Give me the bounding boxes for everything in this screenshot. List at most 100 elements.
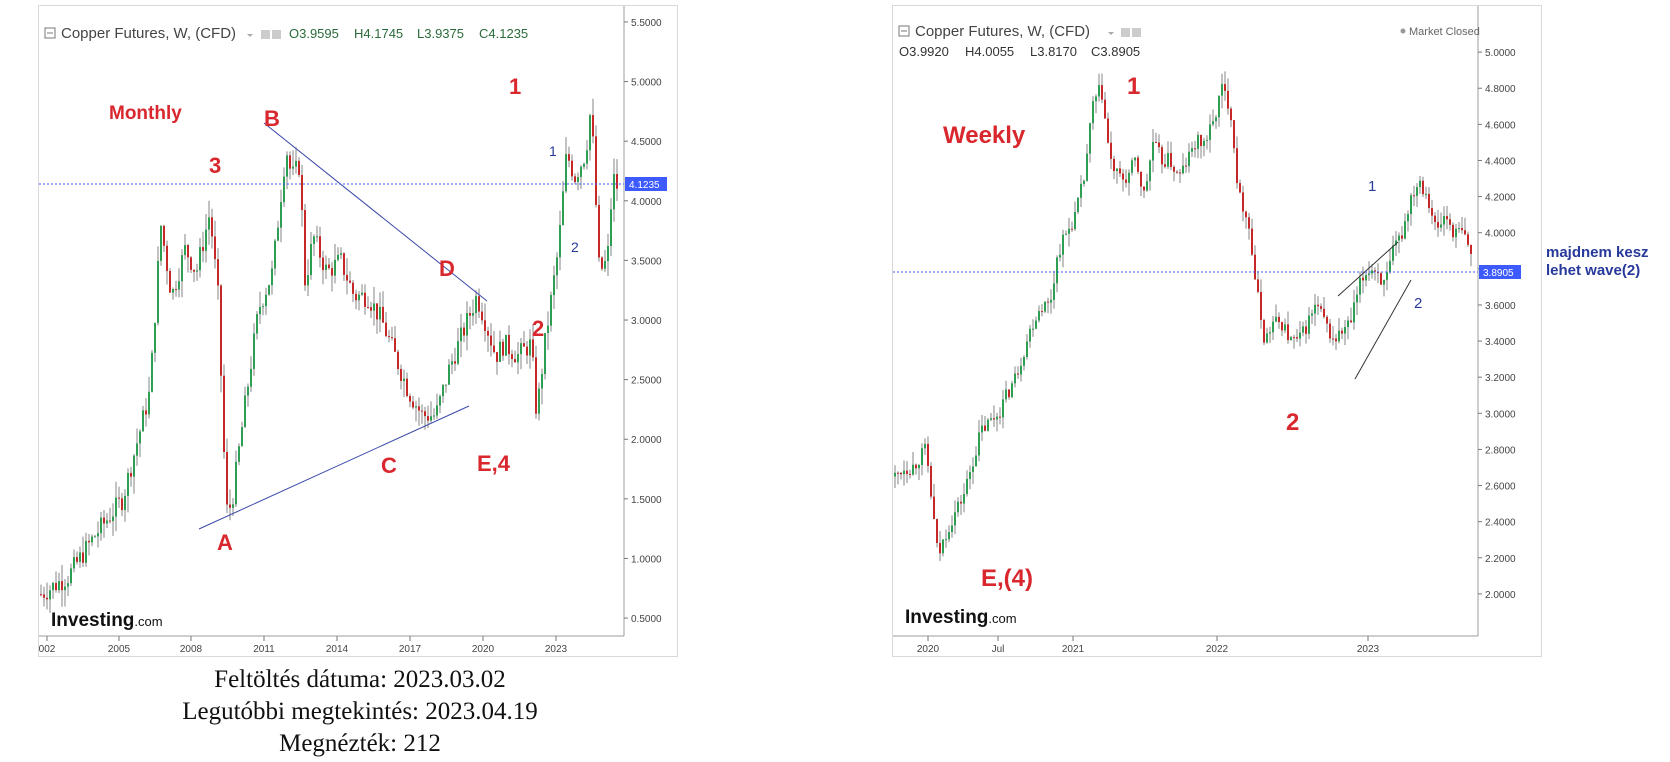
candle-body bbox=[208, 217, 210, 230]
candle-body bbox=[1245, 211, 1247, 218]
y-tick-label: 2.8000 bbox=[1485, 445, 1516, 456]
settings-icon[interactable] bbox=[261, 30, 270, 39]
x-tick-label: 2021 bbox=[1062, 644, 1085, 655]
candle-body bbox=[391, 337, 393, 339]
y-tick-label: 2.0000 bbox=[631, 435, 662, 446]
candle-body bbox=[154, 322, 156, 353]
candle-body bbox=[1113, 158, 1115, 172]
candle-body bbox=[1251, 228, 1253, 255]
x-tick-label: 2020 bbox=[472, 644, 495, 655]
candle-body bbox=[1332, 338, 1334, 340]
candle-body bbox=[1359, 277, 1361, 295]
candle-body bbox=[100, 517, 102, 534]
candle-body bbox=[613, 174, 615, 210]
investing-logo: Investing.com bbox=[905, 607, 1017, 628]
candle-body bbox=[1449, 219, 1451, 225]
candle-body bbox=[1281, 322, 1283, 331]
candle-body bbox=[1317, 304, 1319, 307]
candle-body bbox=[1200, 134, 1202, 146]
settings-icon[interactable] bbox=[1121, 28, 1130, 37]
annotation-2-blue: 2 bbox=[1414, 295, 1422, 312]
candle-body bbox=[1014, 373, 1016, 384]
candle-body bbox=[97, 533, 99, 537]
candle-body bbox=[529, 339, 531, 356]
candle-body bbox=[1092, 101, 1094, 124]
candle-body bbox=[1428, 193, 1430, 209]
candle-body bbox=[1107, 118, 1109, 143]
candle-body bbox=[1167, 153, 1169, 167]
candle-body bbox=[1065, 233, 1067, 235]
candle-body bbox=[421, 410, 423, 412]
candle-body bbox=[496, 352, 498, 362]
candle-body bbox=[1038, 311, 1040, 321]
candle-body bbox=[499, 341, 501, 362]
candle-body bbox=[1008, 389, 1010, 398]
candle-body bbox=[945, 539, 947, 541]
annotation-2-red: 2 bbox=[532, 316, 544, 341]
candle-body bbox=[199, 247, 201, 271]
candle-body bbox=[1314, 304, 1316, 314]
candle-body bbox=[382, 306, 384, 323]
candle-body bbox=[373, 303, 375, 311]
candle-body bbox=[517, 354, 519, 363]
weekly-chart-panel: 5.00004.80004.60004.40004.20004.00003.80… bbox=[892, 5, 1542, 657]
candle-body bbox=[535, 357, 537, 414]
candle-body bbox=[1335, 338, 1337, 342]
candle-body bbox=[1431, 208, 1433, 216]
candle-body bbox=[987, 419, 989, 431]
weekly-candles bbox=[894, 71, 1472, 562]
candle-body bbox=[418, 406, 420, 411]
annotation-b: B bbox=[264, 106, 280, 131]
candle-body bbox=[511, 354, 513, 360]
candle-body bbox=[1173, 166, 1175, 172]
candle-body bbox=[942, 539, 944, 554]
candle-body bbox=[82, 552, 84, 563]
candle-body bbox=[972, 466, 974, 472]
candle-body bbox=[43, 594, 45, 598]
annotation-1-red: 1 bbox=[509, 74, 521, 99]
candle-body bbox=[900, 472, 902, 475]
candle-body bbox=[292, 166, 294, 169]
candle-body bbox=[993, 418, 995, 420]
annotation-a: A bbox=[217, 530, 233, 555]
ohlc-close: C4.1235 bbox=[479, 26, 528, 41]
candle-body bbox=[148, 391, 150, 415]
candle-body bbox=[187, 245, 189, 258]
candle-body bbox=[1197, 134, 1199, 149]
candle-body bbox=[1242, 192, 1244, 212]
candle-body bbox=[229, 504, 231, 508]
candle-body bbox=[385, 322, 387, 337]
chevron-down-icon[interactable] bbox=[247, 34, 253, 37]
candle-body bbox=[436, 405, 438, 416]
candle-body bbox=[61, 581, 63, 591]
candle-body bbox=[963, 494, 965, 504]
candle-body bbox=[523, 343, 525, 347]
candle-body bbox=[364, 292, 366, 307]
candle-body bbox=[532, 339, 534, 358]
chevron-down-icon[interactable] bbox=[1108, 32, 1114, 35]
settings-icon-2[interactable] bbox=[272, 30, 281, 39]
settings-icon-2[interactable] bbox=[1132, 28, 1141, 37]
candle-body bbox=[163, 225, 165, 246]
price-tag: 4.1235 bbox=[629, 180, 660, 191]
annotation-weekly: Weekly bbox=[943, 122, 1026, 149]
candle-body bbox=[1395, 240, 1397, 246]
candle-body bbox=[67, 583, 69, 587]
candle-body bbox=[166, 245, 168, 271]
chart-menu-icon[interactable] bbox=[44, 27, 56, 39]
chart-menu-icon[interactable] bbox=[898, 25, 910, 37]
y-tick-label: 4.0000 bbox=[1485, 229, 1516, 240]
candle-body bbox=[912, 464, 914, 475]
y-tick-label: 3.0000 bbox=[1485, 409, 1516, 420]
candle-body bbox=[472, 313, 474, 316]
candle-body bbox=[1437, 221, 1439, 228]
candle-body bbox=[957, 501, 959, 513]
annotation-1-blue: 1 bbox=[1368, 178, 1376, 195]
candle-body bbox=[1305, 326, 1307, 334]
candle-body bbox=[954, 512, 956, 526]
candle-body bbox=[1179, 172, 1181, 174]
candle-body bbox=[409, 396, 411, 402]
ohlc-low: L3.9375 bbox=[417, 26, 464, 41]
candle-body bbox=[1362, 277, 1364, 281]
candle-body bbox=[274, 240, 276, 269]
